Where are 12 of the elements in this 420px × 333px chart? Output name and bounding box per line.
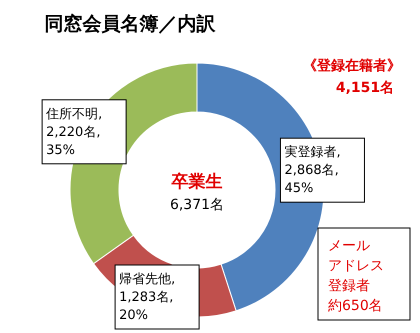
data-label: 住所不明, 2,220名, 35% <box>45 106 102 158</box>
text: メール <box>328 238 370 254</box>
data-label: 実登録者, 2,868名, 45% <box>284 144 341 196</box>
text: 約650名 <box>328 298 383 314</box>
text: 4,151名 <box>336 80 394 96</box>
text: 《登録在籍者》 <box>303 58 401 74</box>
text: 卒業生 <box>170 172 222 192</box>
chart-title: 同窓会員名簿／内訳 <box>44 13 216 35</box>
data-label: 帰省先他, 1,283名, 20% <box>119 272 176 323</box>
text: 登録者 <box>328 278 370 294</box>
text: 6,371名 <box>170 197 224 213</box>
text: アドレス <box>328 258 384 274</box>
